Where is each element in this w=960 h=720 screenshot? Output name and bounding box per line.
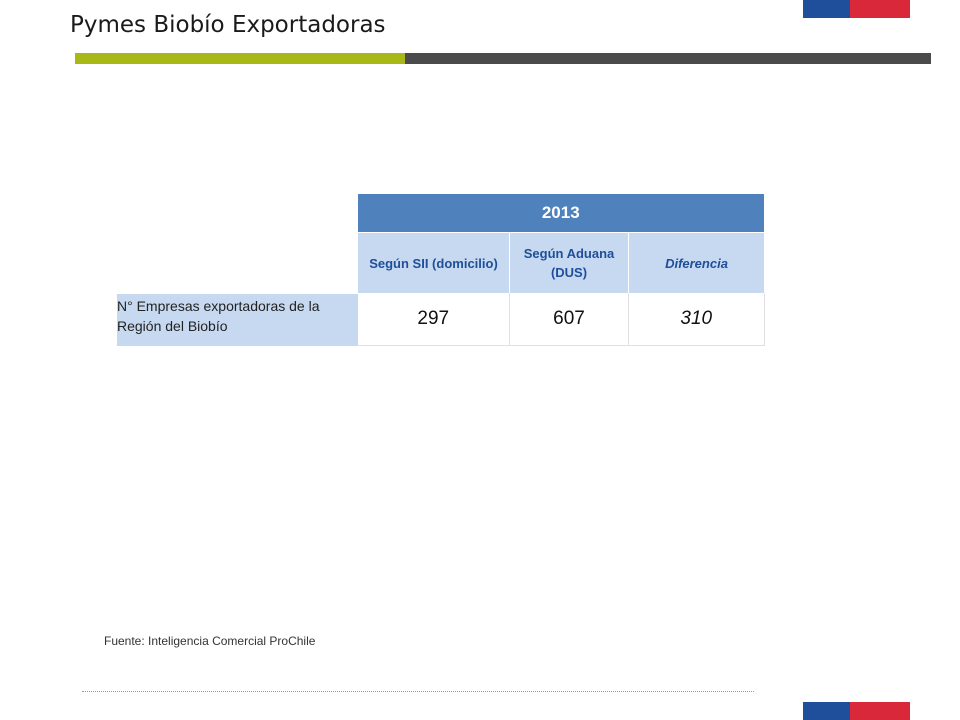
value-diferencia: 310: [628, 293, 765, 346]
flag-decoration-top: [803, 0, 910, 18]
year-header: 2013: [357, 194, 764, 233]
flag-red-block: [850, 702, 910, 720]
flag-decoration-bottom: [803, 702, 910, 720]
footer-dotted-divider: [82, 691, 754, 692]
table-row: N° Empresas exportadoras de la Región de…: [117, 292, 765, 346]
title-underline-green: [75, 53, 405, 64]
flag-blue-block: [803, 702, 850, 720]
flag-red-block: [850, 0, 910, 18]
header-diferencia: Diferencia: [628, 232, 764, 293]
value-sii: 297: [357, 293, 510, 346]
empty-corner-cell: [117, 194, 358, 293]
page-title: Pymes Biobío Exportadoras: [70, 12, 386, 38]
title-underline-gray: [405, 53, 931, 64]
source-note: Fuente: Inteligencia Comercial ProChile: [104, 634, 316, 648]
table-row-subheaders: Según SII (domicilio) Según Aduana (DUS)…: [117, 232, 764, 293]
header-segun-sii: Según SII (domicilio): [357, 232, 510, 293]
exporters-table: 2013 Según SII (domicilio) Según Aduana …: [117, 194, 765, 346]
value-aduana: 607: [509, 293, 629, 346]
table-row-year: 2013: [117, 194, 764, 293]
flag-blue-block: [803, 0, 850, 18]
row-label: N° Empresas exportadoras de la Región de…: [117, 292, 358, 346]
header-segun-aduana: Según Aduana (DUS): [509, 232, 629, 293]
